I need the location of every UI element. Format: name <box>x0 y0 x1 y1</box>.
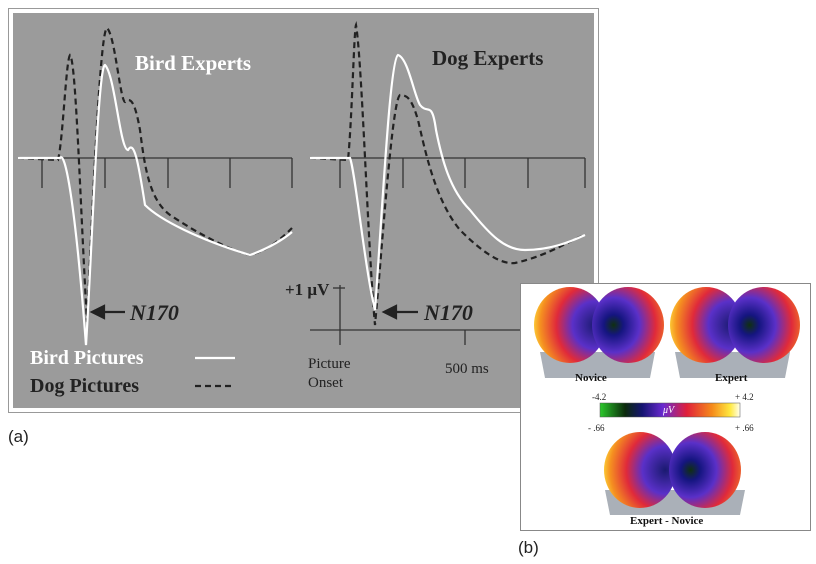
map-label: Expert <box>715 372 748 384</box>
top-min: -4.2 <box>592 392 606 402</box>
scale-label: +1 μV <box>285 280 330 299</box>
onset-box: Picture Onset <box>308 355 378 405</box>
n170-right: N170 <box>423 300 473 325</box>
bottom-min: - .66 <box>588 423 605 433</box>
time-label: 500 ms <box>445 361 489 377</box>
map-label: Expert - Novice <box>630 515 703 527</box>
colorbar-unit: μV <box>662 405 676 416</box>
panel-a-label: (a) <box>8 427 29 446</box>
title-left: Bird Experts <box>135 51 251 75</box>
n170-left: N170 <box>129 300 179 325</box>
legend-bird: Bird Pictures <box>30 347 144 369</box>
title-right: Dog Experts <box>432 46 543 70</box>
map-label: Novice <box>575 372 607 384</box>
legend-dog: Dog Pictures <box>30 375 139 397</box>
panel-b-label: (b) <box>518 538 539 557</box>
figure: Bird Experts Dog Experts N170 N170 +1 μV… <box>0 0 816 559</box>
top-max: + 4.2 <box>735 392 754 402</box>
bottom-max: + .66 <box>735 423 754 433</box>
onset-label: Picture Onset <box>308 355 360 393</box>
